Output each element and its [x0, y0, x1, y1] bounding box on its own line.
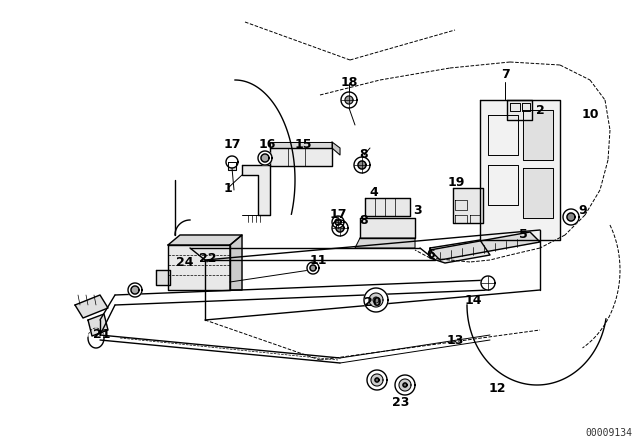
Text: 23: 23	[392, 396, 410, 409]
Text: 11: 11	[309, 254, 327, 267]
Polygon shape	[332, 142, 340, 155]
Text: 24: 24	[176, 255, 194, 268]
Polygon shape	[230, 235, 242, 290]
Polygon shape	[395, 375, 415, 395]
Text: 21: 21	[93, 328, 111, 341]
Polygon shape	[375, 378, 379, 382]
Polygon shape	[563, 209, 579, 225]
Polygon shape	[332, 220, 348, 236]
Polygon shape	[228, 162, 236, 170]
Polygon shape	[75, 295, 108, 318]
Polygon shape	[261, 154, 269, 162]
Text: 5: 5	[518, 228, 527, 241]
Polygon shape	[358, 161, 366, 169]
Polygon shape	[168, 235, 242, 245]
Text: 19: 19	[447, 176, 465, 189]
Polygon shape	[270, 142, 332, 148]
Polygon shape	[523, 110, 553, 160]
Polygon shape	[354, 157, 370, 173]
Polygon shape	[365, 198, 410, 216]
Polygon shape	[360, 218, 415, 238]
Polygon shape	[336, 224, 344, 232]
Text: 9: 9	[579, 203, 588, 216]
Text: 00009134: 00009134	[585, 428, 632, 438]
Polygon shape	[430, 232, 540, 260]
Text: 15: 15	[294, 138, 312, 151]
Polygon shape	[226, 156, 238, 168]
Polygon shape	[480, 100, 560, 240]
Polygon shape	[310, 265, 316, 271]
Polygon shape	[335, 219, 341, 225]
Text: 12: 12	[488, 382, 506, 395]
Polygon shape	[453, 188, 483, 223]
Polygon shape	[270, 148, 332, 166]
Polygon shape	[567, 213, 575, 221]
Polygon shape	[371, 374, 383, 386]
Text: 10: 10	[581, 108, 599, 121]
Polygon shape	[373, 297, 379, 303]
Polygon shape	[364, 288, 388, 312]
Text: 6: 6	[427, 249, 435, 262]
Text: 8: 8	[360, 214, 368, 227]
Polygon shape	[242, 165, 270, 215]
Polygon shape	[399, 379, 411, 391]
Polygon shape	[523, 168, 553, 218]
Polygon shape	[481, 276, 495, 290]
Polygon shape	[131, 286, 139, 294]
Text: 16: 16	[259, 138, 276, 151]
Polygon shape	[369, 293, 383, 307]
Text: 20: 20	[364, 296, 381, 309]
Polygon shape	[258, 151, 272, 165]
Polygon shape	[507, 100, 532, 120]
Polygon shape	[367, 370, 387, 390]
Text: 2: 2	[536, 103, 545, 116]
Polygon shape	[430, 240, 490, 263]
Text: 3: 3	[413, 203, 422, 216]
Polygon shape	[403, 383, 407, 387]
Text: 13: 13	[446, 333, 464, 346]
Text: 18: 18	[340, 77, 358, 90]
Polygon shape	[345, 96, 353, 104]
Polygon shape	[332, 216, 344, 228]
Text: 22: 22	[199, 251, 217, 264]
Polygon shape	[355, 238, 415, 248]
Text: 17: 17	[329, 208, 347, 221]
Text: 4: 4	[370, 185, 378, 198]
Text: 7: 7	[500, 69, 509, 82]
Text: 17: 17	[223, 138, 241, 151]
Text: 8: 8	[360, 148, 368, 161]
Polygon shape	[341, 92, 357, 108]
Polygon shape	[168, 245, 230, 290]
Text: 14: 14	[464, 293, 482, 306]
Text: 1: 1	[223, 181, 232, 194]
Polygon shape	[307, 262, 319, 274]
Polygon shape	[88, 314, 108, 336]
Polygon shape	[128, 283, 142, 297]
Polygon shape	[156, 270, 170, 285]
